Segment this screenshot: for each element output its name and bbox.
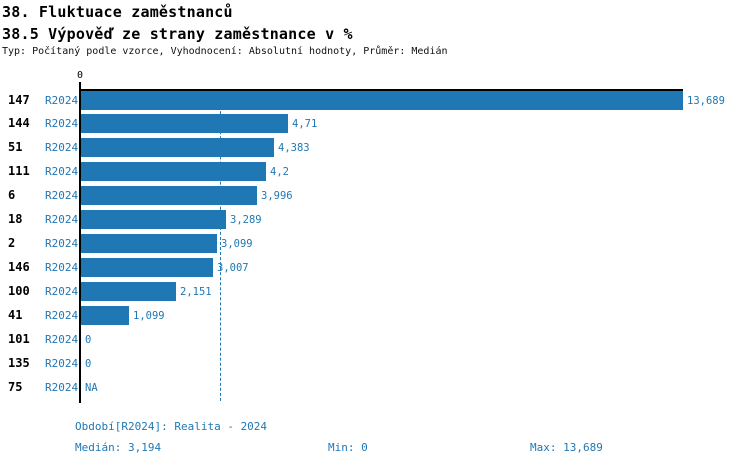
bar-value-label: 1,099 <box>133 309 165 322</box>
max-stat: Max: 13,689 <box>530 441 603 454</box>
bar-value-label: 4,71 <box>292 118 318 131</box>
row-id-label: 111 <box>8 164 30 179</box>
median-line <box>220 91 221 401</box>
x-axis-line <box>80 89 683 91</box>
period-legend: Období[R2024]: Realita - 2024 <box>75 420 268 433</box>
row-period-label: R2024 <box>45 189 79 203</box>
value-bar <box>81 305 129 325</box>
bar-value-label: 3,007 <box>217 262 249 274</box>
value-bar <box>81 186 257 206</box>
chart-row: 51 R2024 4,383 <box>0 138 750 158</box>
x-axis-tick <box>79 82 81 89</box>
metric-subtitle: 38.5 Výpověď ze strany zaměstnance v % <box>2 25 353 43</box>
row-id-label: 41 <box>8 307 23 322</box>
row-period-label: R2024 <box>45 308 79 322</box>
value-bar <box>81 162 266 182</box>
row-id-label: 18 <box>8 212 23 227</box>
row-id-label: 75 <box>8 379 23 394</box>
bar-value-label: 3,289 <box>230 214 262 227</box>
bar-value-label: 4,383 <box>278 142 310 155</box>
chart-row: 111 R2024 4,2 <box>0 162 750 182</box>
row-id-label: 146 <box>8 260 30 274</box>
row-id-label: 101 <box>8 331 30 346</box>
chart-row: 100 R2024 2,151 <box>0 281 750 301</box>
bar-value-label: NA <box>85 381 98 394</box>
value-bar <box>81 114 288 134</box>
metric-meta-line: Typ: Počítaný podle vzorce, Vyhodnocení:… <box>2 46 448 57</box>
row-period-label: R2024 <box>45 165 79 179</box>
chart-row: 146 R2024 3,007 <box>0 258 750 277</box>
row-period-label: R2024 <box>45 261 79 274</box>
value-bar <box>81 281 176 301</box>
row-period-label: R2024 <box>45 284 79 298</box>
value-bar <box>81 90 683 110</box>
row-period-label: R2024 <box>45 380 79 394</box>
chart-row: 41 R2024 1,099 <box>0 305 750 325</box>
row-id-label: 147 <box>8 92 30 107</box>
chart-row: 18 R2024 3,289 <box>0 210 750 230</box>
median-stat: Medián: 3,194 <box>75 441 162 454</box>
bar-value-label: 0 <box>85 333 92 346</box>
report-title: 38. Fluktuace zaměstnanců <box>2 3 233 21</box>
row-period-label: R2024 <box>45 141 79 155</box>
bar-value-label: 2,151 <box>180 285 212 298</box>
value-bar <box>81 258 213 277</box>
bar-value-label: 0 <box>85 357 92 370</box>
bar-value-label: 4,2 <box>270 166 289 179</box>
row-id-label: 144 <box>8 116 30 131</box>
bar-value-label: 13,689 <box>687 94 725 107</box>
chart-row: 101 R2024 0 <box>0 330 750 349</box>
x-axis-zero-label: 0 <box>76 70 84 81</box>
chart-row: 135 R2024 0 <box>0 354 750 373</box>
row-period-label: R2024 <box>45 93 79 107</box>
row-id-label: 6 <box>8 188 16 203</box>
row-id-label: 135 <box>8 355 30 370</box>
chart-row: 2 R2024 3,099 <box>0 234 750 254</box>
chart-row: 6 R2024 3,996 <box>0 186 750 206</box>
value-bar <box>81 138 274 158</box>
value-bar <box>81 210 226 230</box>
chart-row: 147 R2024 13,689 <box>0 90 750 110</box>
value-bar <box>81 234 217 254</box>
row-id-label: 100 <box>8 283 30 298</box>
row-period-label: R2024 <box>45 117 79 131</box>
row-period-label: R2024 <box>45 332 79 346</box>
y-axis-line <box>79 89 81 403</box>
bar-value-label: 3,099 <box>221 238 253 251</box>
chart-row: 75 R2024 NA <box>0 378 750 397</box>
bar-value-label: 3,996 <box>261 190 293 203</box>
row-period-label: R2024 <box>45 237 79 251</box>
row-id-label: 51 <box>8 140 23 155</box>
row-id-label: 2 <box>8 236 16 251</box>
row-period-label: R2024 <box>45 356 79 370</box>
row-period-label: R2024 <box>45 213 79 227</box>
min-stat: Min: 0 <box>328 441 368 454</box>
chart-row: 144 R2024 4,71 <box>0 114 750 134</box>
